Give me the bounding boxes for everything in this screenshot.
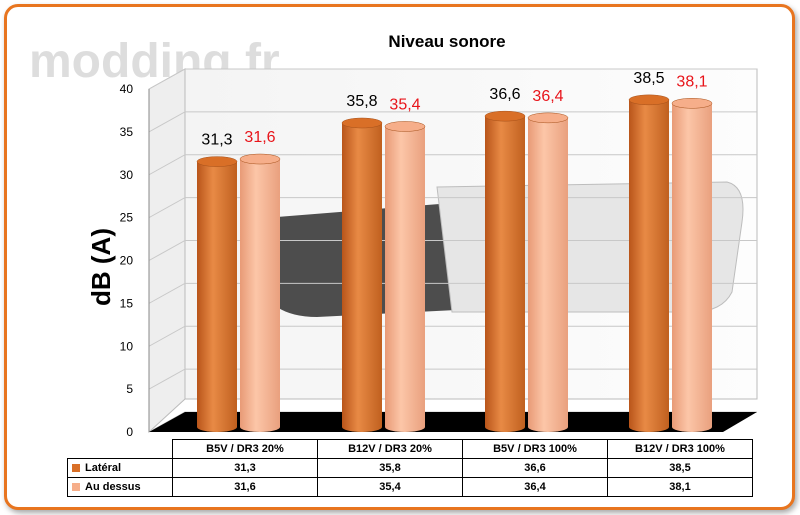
bar-lateral [341, 117, 383, 432]
gridline [148, 111, 757, 133]
legend-cell-dessus: Au dessus [67, 477, 173, 497]
table-cell: 35,4 [317, 477, 463, 497]
table-cell: 38,5 [607, 458, 753, 478]
bar-dessus [671, 98, 713, 432]
bar-dessus [384, 121, 426, 432]
data-label-dessus: 35,4 [389, 96, 420, 113]
bar-body [485, 116, 525, 432]
bar-lateral [196, 156, 238, 433]
data-label-dessus: 38,1 [676, 73, 707, 90]
legend-label: Latéral [85, 462, 122, 474]
column-header: B12V / DR3 20% [317, 439, 463, 459]
bar-body [197, 161, 237, 433]
table-cell: 36,4 [462, 477, 608, 497]
data-label-lateral: 36,6 [489, 86, 520, 103]
bar-lateral [628, 94, 670, 433]
y-axis-title: dB (A) [86, 228, 116, 306]
column-header: B5V / DR3 100% [462, 439, 608, 459]
bar-lateral [484, 110, 526, 432]
table-cell: 38,1 [607, 477, 753, 497]
bar-body [672, 103, 712, 432]
bar-top [671, 98, 713, 109]
table-row: Latéral 31,3 35,8 36,6 38,5 [67, 458, 753, 478]
chart-floor [149, 412, 757, 432]
legend-swatch-lateral [72, 464, 80, 473]
data-label-lateral: 35,8 [346, 93, 377, 110]
bar-body [629, 99, 669, 433]
table-cell: 35,8 [317, 458, 463, 478]
gridline [148, 68, 757, 90]
legend-swatch-dessus [72, 483, 80, 492]
y-tick-label: 10 [120, 339, 134, 353]
data-labels: 31,3 31,6 35,8 35,4 36,6 36,4 38,5 38,1 [201, 70, 707, 149]
column-header: B12V / DR3 100% [607, 439, 753, 459]
table-header-row: B5V / DR3 20% B12V / DR3 20% B5V / DR3 1… [68, 439, 753, 459]
bar-top [341, 117, 383, 129]
y-tick-label: 40 [120, 82, 134, 96]
legend-cell-lateral: Latéral [67, 458, 173, 478]
bar-top [527, 112, 569, 124]
y-tick-label: 20 [120, 254, 134, 268]
bar-top [628, 94, 670, 106]
table-row: Au dessus 31,6 35,4 36,4 38,1 [67, 477, 753, 497]
data-table: B5V / DR3 20% B12V / DR3 20% B5V / DR3 1… [67, 439, 753, 497]
data-label-dessus: 31,6 [244, 129, 275, 146]
bar-body [528, 117, 568, 433]
y-tick-label: 35 [120, 125, 134, 139]
bar-body [385, 126, 425, 432]
table-cell: 36,6 [462, 458, 608, 478]
data-label-lateral: 38,5 [633, 70, 664, 87]
chart-title: Niveau sonore [388, 32, 505, 51]
bar-top [196, 156, 238, 167]
table-cell: 31,6 [172, 477, 318, 497]
y-tick-label: 25 [120, 211, 134, 225]
bar-top [239, 153, 281, 165]
bars [196, 94, 713, 433]
table-cell: 31,3 [172, 458, 318, 478]
column-header: B5V / DR3 20% [172, 439, 318, 459]
bar-dessus [239, 153, 281, 432]
bar-top [484, 110, 526, 122]
bar-body [240, 159, 280, 432]
y-tick-label: 15 [120, 296, 134, 310]
table-corner [68, 440, 173, 459]
y-tick-label: 5 [126, 382, 133, 396]
y-tick-label: 0 [126, 425, 133, 439]
bar-top [384, 121, 426, 132]
y-tick-label: 30 [120, 168, 134, 182]
bar-body [342, 123, 382, 432]
data-label-lateral: 31,3 [201, 132, 232, 149]
bar-dessus [527, 112, 569, 433]
y-axis: 0 5 10 15 20 25 30 35 40 [120, 82, 134, 439]
legend-label: Au dessus [85, 481, 141, 493]
data-label-dessus: 36,4 [532, 88, 563, 105]
